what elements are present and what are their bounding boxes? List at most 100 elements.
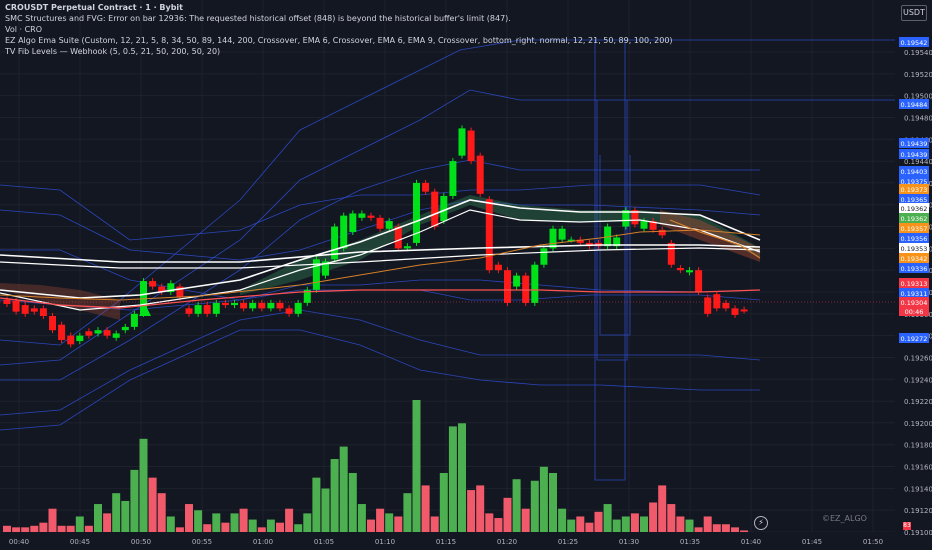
price-label-text: 0.19336	[901, 265, 928, 273]
price-label-text: 0.19342	[901, 255, 928, 263]
buy-signal-icon	[139, 304, 151, 316]
currency-button[interactable]: USDT	[901, 5, 927, 21]
price-label-text: 0.19403	[901, 168, 928, 176]
price-label-text: 0.19304	[901, 299, 928, 307]
candle-body	[740, 309, 748, 312]
price-label-text: 0.19272	[901, 335, 928, 343]
time-axis[interactable]: 00:40 00:45 00:50 00:55 01:00 01:05 01:10 01:15…	[0, 532, 896, 550]
volume-bar	[248, 519, 257, 532]
symbol-title[interactable]: CROUSDT Perpetual Contract · 1 · Bybit	[5, 3, 183, 12]
ema-line	[0, 244, 761, 263]
indicator-fib-levels[interactable]: TV Fib Levels — Webhook (5, 0.5, 21, 50,…	[5, 47, 221, 56]
price-label-text: 0.19362	[901, 205, 928, 213]
price-axis[interactable]: 0.195400.195200.195000.194800.194600.194…	[896, 0, 932, 550]
indicator-vol[interactable]: Vol · CRO	[5, 25, 43, 34]
volume-bar	[685, 519, 694, 532]
price-label-text: 0.19365	[901, 196, 928, 204]
price-label-text: 0.19362	[901, 215, 928, 223]
candle-body	[231, 302, 238, 306]
volume-bar	[694, 527, 703, 532]
volume-bar	[321, 488, 330, 532]
price-tick: 0.19100	[904, 529, 932, 537]
candle-body	[431, 191, 439, 227]
price-label-tag	[899, 253, 929, 263]
candle-body	[167, 283, 175, 292]
indicator-smc[interactable]: SMC Structures and FVG: Error on bar 129…	[5, 14, 511, 23]
candle-body	[30, 308, 38, 312]
volume-bar	[376, 508, 385, 532]
indicator-ema-suite[interactable]: EZ Algo Ema Suite (Custom, 12, 21, 5, 8,…	[5, 36, 673, 45]
volume-bar	[667, 504, 676, 532]
candle-body	[85, 331, 93, 336]
volume-bar	[430, 516, 439, 532]
candle-body	[676, 268, 684, 271]
volume-bar	[230, 513, 239, 532]
price-label-tag	[899, 149, 929, 159]
price-label-tag	[899, 223, 929, 233]
candle-body	[513, 275, 521, 287]
time-axis-background	[0, 532, 896, 550]
time-tick: 01:35	[680, 538, 700, 546]
candle-body	[203, 305, 211, 314]
candle-body	[504, 270, 511, 303]
flash-icon[interactable]: ⚡	[754, 516, 768, 530]
fib-level-line	[0, 279, 761, 311]
candle-body	[303, 289, 311, 303]
volume-bar	[312, 477, 321, 532]
volume-bar	[121, 500, 130, 532]
candle-body	[467, 130, 475, 162]
volume-bar	[421, 485, 430, 532]
volume-bar	[266, 519, 275, 532]
volume-bar	[385, 513, 394, 532]
price-label-tag	[899, 263, 929, 273]
volume-bar	[339, 446, 348, 532]
volume-bar	[740, 530, 749, 532]
ema-line	[669, 219, 761, 259]
candle-body	[722, 302, 730, 309]
volume-bar	[103, 513, 112, 532]
price-axis-background	[896, 0, 932, 550]
volume-bar	[157, 493, 166, 532]
volume-bar	[12, 527, 21, 532]
candle-body	[294, 302, 302, 314]
candle-body	[312, 259, 320, 290]
price-label-tag	[899, 233, 929, 243]
time-tick: 01:40	[741, 538, 761, 546]
volume-bar	[703, 516, 712, 532]
candle-body	[276, 302, 284, 309]
candle-body	[640, 221, 648, 229]
volume-bar	[212, 513, 221, 532]
candle-body	[622, 210, 630, 227]
volume-bar	[521, 508, 530, 532]
volume-bar	[276, 522, 284, 532]
candle-body	[376, 217, 384, 229]
volume-bar	[712, 524, 721, 532]
price-tick: 0.19240	[904, 376, 932, 384]
time-tick: 01:50	[863, 538, 883, 546]
price-label-tag	[899, 243, 929, 253]
time-tick: 01:15	[436, 538, 456, 546]
candle-body	[476, 155, 484, 194]
ema-line	[0, 289, 761, 309]
volume-bar	[558, 508, 567, 532]
ema-lines	[0, 199, 761, 311]
price-tick: 0.19120	[904, 507, 932, 515]
price-label-tag	[899, 333, 929, 343]
candle-body	[21, 305, 29, 314]
price-label-tag	[899, 37, 929, 47]
volume-bar	[166, 516, 175, 532]
price-label-tag	[899, 138, 929, 148]
price-label-tag	[899, 213, 929, 223]
chart-legend: CROUSDT Perpetual Contract · 1 · Bybit S…	[5, 2, 673, 57]
candle-body	[385, 221, 393, 229]
price-labels: 0.19542 0.19484 0.19439 0.19439 0.19403 0.193…	[0, 37, 929, 343]
volume-bar	[603, 504, 612, 532]
volume-bar	[175, 527, 184, 532]
volume-bar	[621, 516, 630, 532]
time-tick: 01:05	[314, 538, 334, 546]
time-tick: 00:40	[9, 538, 29, 546]
volume-bar	[257, 527, 266, 532]
price-label-text: 0.19373	[901, 186, 928, 194]
candle-body	[695, 270, 703, 292]
